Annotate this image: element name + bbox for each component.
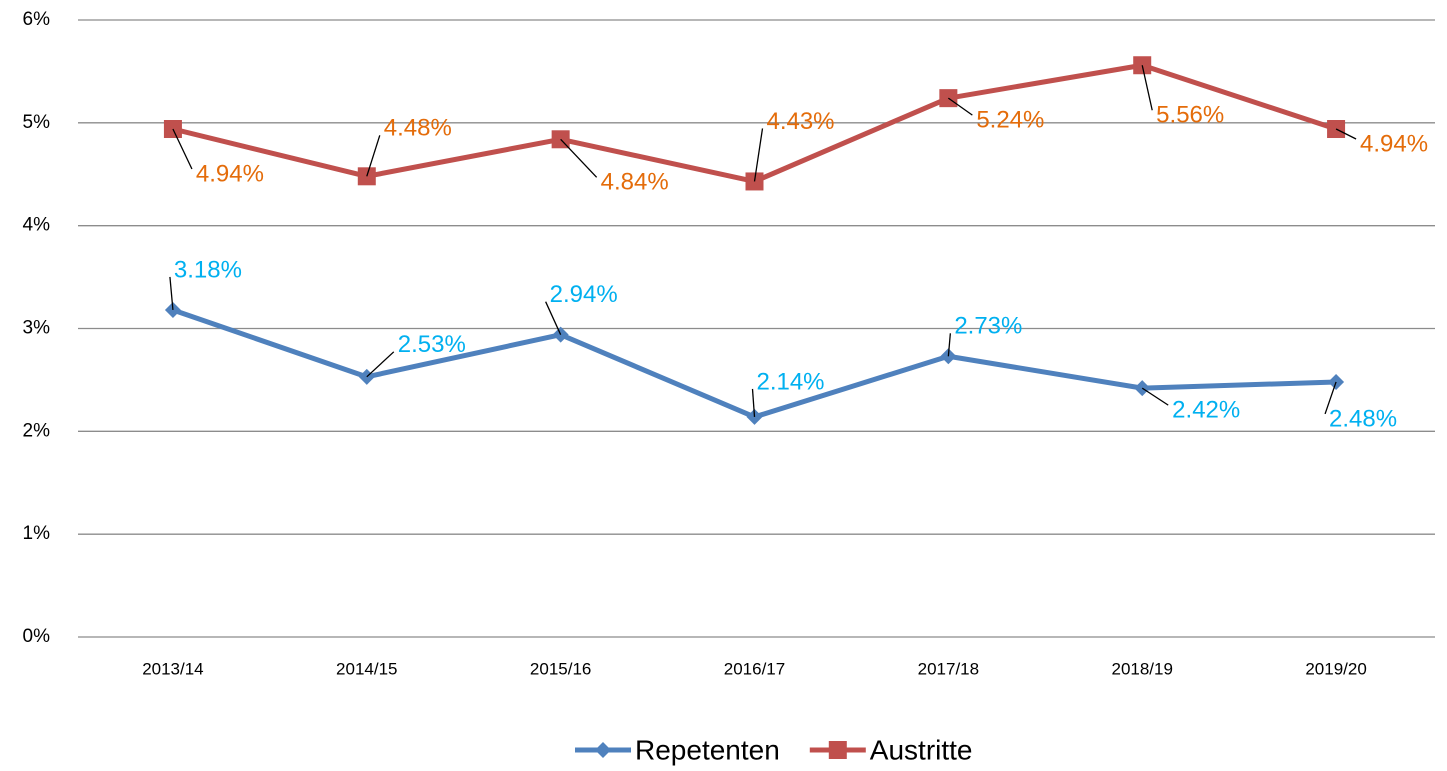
leader-line (1141, 387, 1169, 406)
data-label: 3.18% (174, 256, 242, 283)
leader-line (172, 128, 193, 170)
marker (828, 741, 847, 759)
x-tick-label: 2013/14 (142, 659, 203, 678)
data-label: 2.73% (954, 313, 1022, 340)
leader-line (560, 138, 598, 178)
leader-line (1141, 65, 1153, 111)
leader-line (1335, 128, 1357, 140)
leader-line (751, 388, 756, 417)
leader-line (169, 276, 174, 311)
y-tick-label: 5% (23, 112, 51, 133)
leader-line (366, 135, 381, 177)
x-tick-label: 2017/18 (918, 659, 979, 678)
y-tick-label: 1% (23, 523, 51, 544)
marker (595, 742, 611, 758)
y-tick-label: 2% (23, 420, 51, 441)
x-tick-label: 2015/16 (530, 659, 591, 678)
legend-label: Repetenten (635, 734, 780, 765)
data-label: 5.56% (1156, 102, 1224, 129)
data-label: 2.94% (550, 281, 618, 308)
data-label: 2.48% (1329, 405, 1397, 432)
x-tick-label: 2018/19 (1111, 659, 1172, 678)
data-label: 2.53% (398, 331, 466, 358)
y-tick-label: 4% (23, 215, 51, 236)
data-label: 4.48% (384, 115, 452, 142)
data-label: 2.42% (1172, 396, 1240, 423)
data-label: 4.94% (196, 160, 264, 187)
legend-label: Austritte (870, 734, 973, 765)
leader-line (947, 97, 973, 116)
leader-line (1324, 381, 1337, 415)
leader-line (947, 333, 952, 357)
x-tick-label: 2019/20 (1305, 659, 1366, 678)
leader-line (366, 351, 395, 378)
x-tick-label: 2016/17 (724, 659, 785, 678)
data-label: 4.94% (1360, 130, 1428, 157)
y-tick-label: 6% (23, 9, 51, 30)
data-label: 2.14% (756, 368, 824, 395)
x-tick-label: 2014/15 (336, 659, 397, 678)
y-tick-label: 0% (23, 626, 51, 647)
y-tick-label: 3% (23, 318, 51, 339)
data-label: 5.24% (976, 106, 1044, 133)
data-label: 4.43% (766, 108, 834, 135)
data-label: 4.84% (601, 169, 669, 196)
leader-line (545, 301, 562, 335)
leader-line (753, 128, 764, 182)
